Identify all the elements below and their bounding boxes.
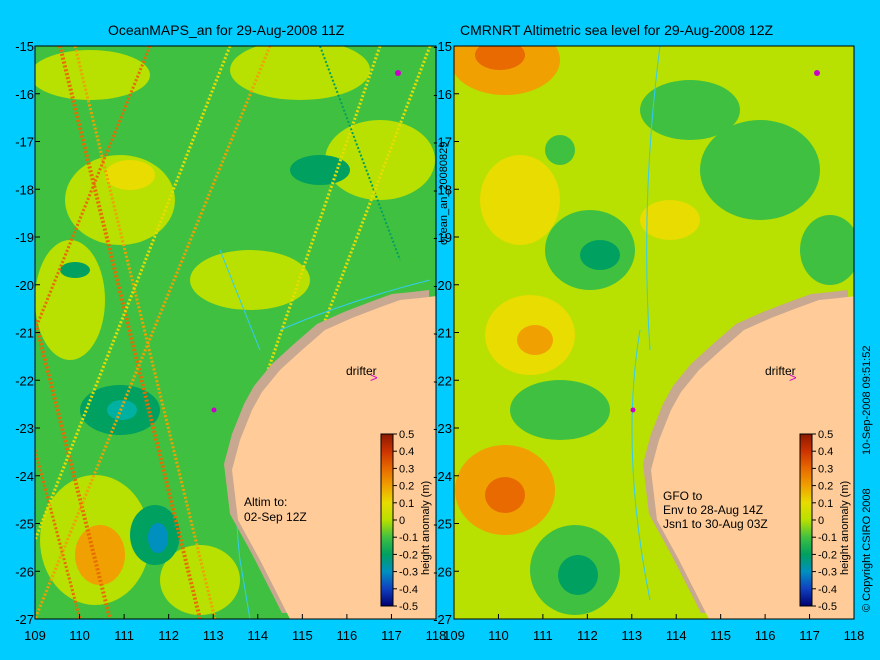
right-x-tick-label: 115 xyxy=(710,628,731,643)
left-drifter-marker: > xyxy=(370,370,378,385)
left-colorbar-tick-label: -0.2 xyxy=(399,549,418,561)
left-x-axis: 109 110 111 112 113 114 115 116 117 118 xyxy=(24,614,446,643)
right-y-tick-label: -22 xyxy=(433,373,452,388)
right-y-tick-label: -19 xyxy=(433,230,452,245)
right-colorbar-tick-label: 0.3 xyxy=(818,463,833,475)
right-y-tick-label: -24 xyxy=(433,469,452,484)
right-colorbar-label: height anomaly (m) xyxy=(839,481,851,575)
left-colorbar-tick-label: 0.3 xyxy=(399,463,414,475)
left-colorbar-tick-label: 0.1 xyxy=(399,498,414,510)
left-y-tick-label: -20 xyxy=(15,278,34,293)
right-x-tick-label: 109 xyxy=(443,628,465,643)
left-x-tick-label: 109 xyxy=(24,628,46,643)
right-y-tick-label: -25 xyxy=(433,517,452,532)
right-annotation-line-3: Jsn1 to 30-Aug 03Z xyxy=(663,517,768,531)
right-annotation-line-2: Env to 28-Aug 14Z xyxy=(663,503,763,517)
right-y-tick-label: -17 xyxy=(433,135,452,150)
right-x-tick-label: 111 xyxy=(533,628,553,643)
right-drifter-marker: > xyxy=(789,370,797,385)
left-y-tick-label: -23 xyxy=(15,421,34,436)
left-drifter-label: drifter xyxy=(346,364,377,378)
right-colorbar-tick-label: -0.1 xyxy=(818,532,837,544)
right-colorbar-tick-label: 0.2 xyxy=(818,481,833,493)
right-colorbar-tick-label: -0.4 xyxy=(818,584,837,596)
right-y-tick-label: -16 xyxy=(433,87,452,102)
left-y-tick-label: -26 xyxy=(15,564,34,579)
right-colorbar-tick-label: -0.3 xyxy=(818,567,837,579)
right-y-tick-label: -18 xyxy=(433,182,452,197)
left-x-tick-label: 116 xyxy=(337,628,358,643)
left-y-tick-label: -27 xyxy=(15,612,34,627)
left-y-tick-label: -25 xyxy=(15,517,34,532)
left-colorbar-tick-label: 0.2 xyxy=(399,481,414,493)
right-y-tick-label: -23 xyxy=(433,421,452,436)
left-x-tick-label: 114 xyxy=(247,628,268,643)
right-x-tick-label: 118 xyxy=(844,628,865,643)
right-drifter-point-2 xyxy=(630,407,636,413)
left-colorbar-tick-label: 0.5 xyxy=(399,429,414,441)
left-y-tick-label: -18 xyxy=(15,182,34,197)
right-y-axis: -15 -16 -17 -18 -19 -20 -21 -22 -23 -24 -25 -26 -27 xyxy=(433,39,459,627)
left-colorbar-tick-label: -0.1 xyxy=(399,532,418,544)
right-drifter-label: drifter xyxy=(765,364,796,378)
timestamp-label: 10-Sep-2008 09:51:52 xyxy=(861,346,873,455)
right-annotation-line-1: GFO to xyxy=(663,489,703,503)
right-x-tick-label: 113 xyxy=(621,628,642,643)
left-y-tick-label: -24 xyxy=(15,469,34,484)
left-colorbar-tick-label: -0.5 xyxy=(399,601,418,613)
left-map-panel xyxy=(35,46,436,619)
right-panel-title: CMRNRT Altimetric sea level for 29-Aug-2… xyxy=(460,22,774,38)
left-y-tick-label: -15 xyxy=(15,39,34,54)
left-colorbar-tick-label: 0.4 xyxy=(399,446,414,458)
copyright-label: © Copyright CSIRO 2008 xyxy=(861,488,873,612)
file-id-label: ocean_an_20080829 xyxy=(438,142,450,245)
left-x-tick-label: 118 xyxy=(426,628,447,643)
right-y-tick-label: -26 xyxy=(433,564,452,579)
left-x-tick-label: 112 xyxy=(158,628,179,643)
left-x-tick-label: 111 xyxy=(114,628,134,643)
left-drifter-point-2 xyxy=(211,407,217,413)
left-y-tick-label: -21 xyxy=(15,326,34,341)
left-panel-title: OceanMAPS_an for 29-Aug-2008 11Z xyxy=(108,22,345,38)
right-map-panel xyxy=(454,46,854,619)
right-y-tick-label: -21 xyxy=(433,326,452,341)
right-colorbar-tick-label: 0 xyxy=(818,515,824,527)
left-y-tick-label: -19 xyxy=(15,230,34,245)
left-colorbar-label: height anomaly (m) xyxy=(420,481,432,575)
right-x-tick-label: 112 xyxy=(577,628,598,643)
left-annotation-line-2: 02-Sep 12Z xyxy=(244,510,307,524)
left-x-tick-label: 115 xyxy=(292,628,313,643)
right-colorbar-tick-label: -0.5 xyxy=(818,601,837,613)
right-colorbar-tick-label: 0.5 xyxy=(818,429,833,441)
right-y-tick-label: -20 xyxy=(433,278,452,293)
right-colorbar-tick-label: -0.2 xyxy=(818,549,837,561)
right-colorbar-tick-label: 0.1 xyxy=(818,498,833,510)
left-annotation-line-1: Altim to: xyxy=(244,495,287,509)
right-colorbar: 0.5 0.4 0.3 0.2 0.1 0 -0.1 -0.2 -0.3 -0.4 -0.5 hei… xyxy=(799,429,851,613)
right-x-tick-label: 117 xyxy=(799,628,820,643)
left-colorbar-tick-label: 0 xyxy=(399,515,405,527)
right-colorbar-tick-label: 0.4 xyxy=(818,446,833,458)
right-x-axis: 109 110 111 112 113 114 115 116 117 118 xyxy=(443,614,864,643)
left-y-tick-label: -16 xyxy=(15,87,34,102)
right-drifter-point xyxy=(814,70,820,76)
right-x-tick-label: 110 xyxy=(488,628,509,643)
left-y-tick-label: -22 xyxy=(15,373,34,388)
left-x-tick-label: 117 xyxy=(381,628,402,643)
left-colorbar-tick-label: -0.4 xyxy=(399,584,418,596)
left-y-axis: -15 -16 -17 -18 -19 -20 -21 -22 -23 -24 -25 -26 -27 xyxy=(15,39,40,627)
right-x-tick-label: 114 xyxy=(666,628,687,643)
left-colorbar: 0.5 0.4 0.3 0.2 0.1 0 -0.1 -0.2 -0.3 -0.4 -0.5 hei… xyxy=(380,429,432,613)
left-x-tick-label: 110 xyxy=(69,628,90,643)
right-x-tick-label: 116 xyxy=(755,628,776,643)
right-y-tick-label: -27 xyxy=(433,612,452,627)
left-y-tick-label: -17 xyxy=(15,135,34,150)
left-colorbar-tick-label: -0.3 xyxy=(399,567,418,579)
left-x-tick-label: 113 xyxy=(203,628,224,643)
left-drifter-point xyxy=(395,70,401,76)
right-y-tick-label: -15 xyxy=(433,39,452,54)
